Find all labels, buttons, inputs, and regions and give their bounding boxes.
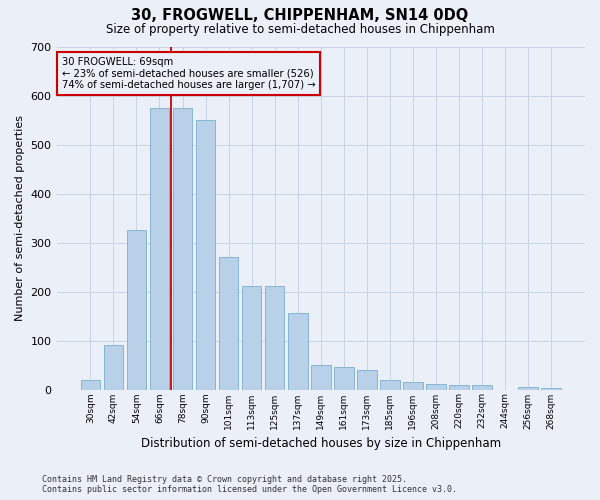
Bar	[149, 108, 169, 390]
Bar	[472, 385, 492, 390]
Bar	[541, 388, 561, 390]
Bar	[518, 387, 538, 390]
X-axis label: Distribution of semi-detached houses by size in Chippenham: Distribution of semi-detached houses by …	[141, 437, 501, 450]
Bar	[288, 312, 308, 390]
Bar	[357, 370, 377, 390]
Text: 30 FROGWELL: 69sqm
← 23% of semi-detached houses are smaller (526)
74% of semi-d: 30 FROGWELL: 69sqm ← 23% of semi-detache…	[62, 57, 316, 90]
Bar	[403, 382, 423, 390]
Bar	[80, 380, 100, 390]
Bar	[242, 286, 262, 390]
Bar	[173, 108, 193, 390]
Bar	[311, 365, 331, 390]
Bar	[449, 385, 469, 390]
Bar	[127, 230, 146, 390]
Y-axis label: Number of semi-detached properties: Number of semi-detached properties	[15, 115, 25, 321]
Bar	[380, 380, 400, 390]
Bar	[196, 120, 215, 390]
Text: Size of property relative to semi-detached houses in Chippenham: Size of property relative to semi-detach…	[106, 22, 494, 36]
Bar	[219, 257, 238, 390]
Bar	[334, 368, 353, 390]
Bar	[104, 346, 123, 390]
Bar	[426, 384, 446, 390]
Text: 30, FROGWELL, CHIPPENHAM, SN14 0DQ: 30, FROGWELL, CHIPPENHAM, SN14 0DQ	[131, 8, 469, 22]
Text: Contains HM Land Registry data © Crown copyright and database right 2025.
Contai: Contains HM Land Registry data © Crown c…	[42, 474, 457, 494]
Bar	[265, 286, 284, 390]
